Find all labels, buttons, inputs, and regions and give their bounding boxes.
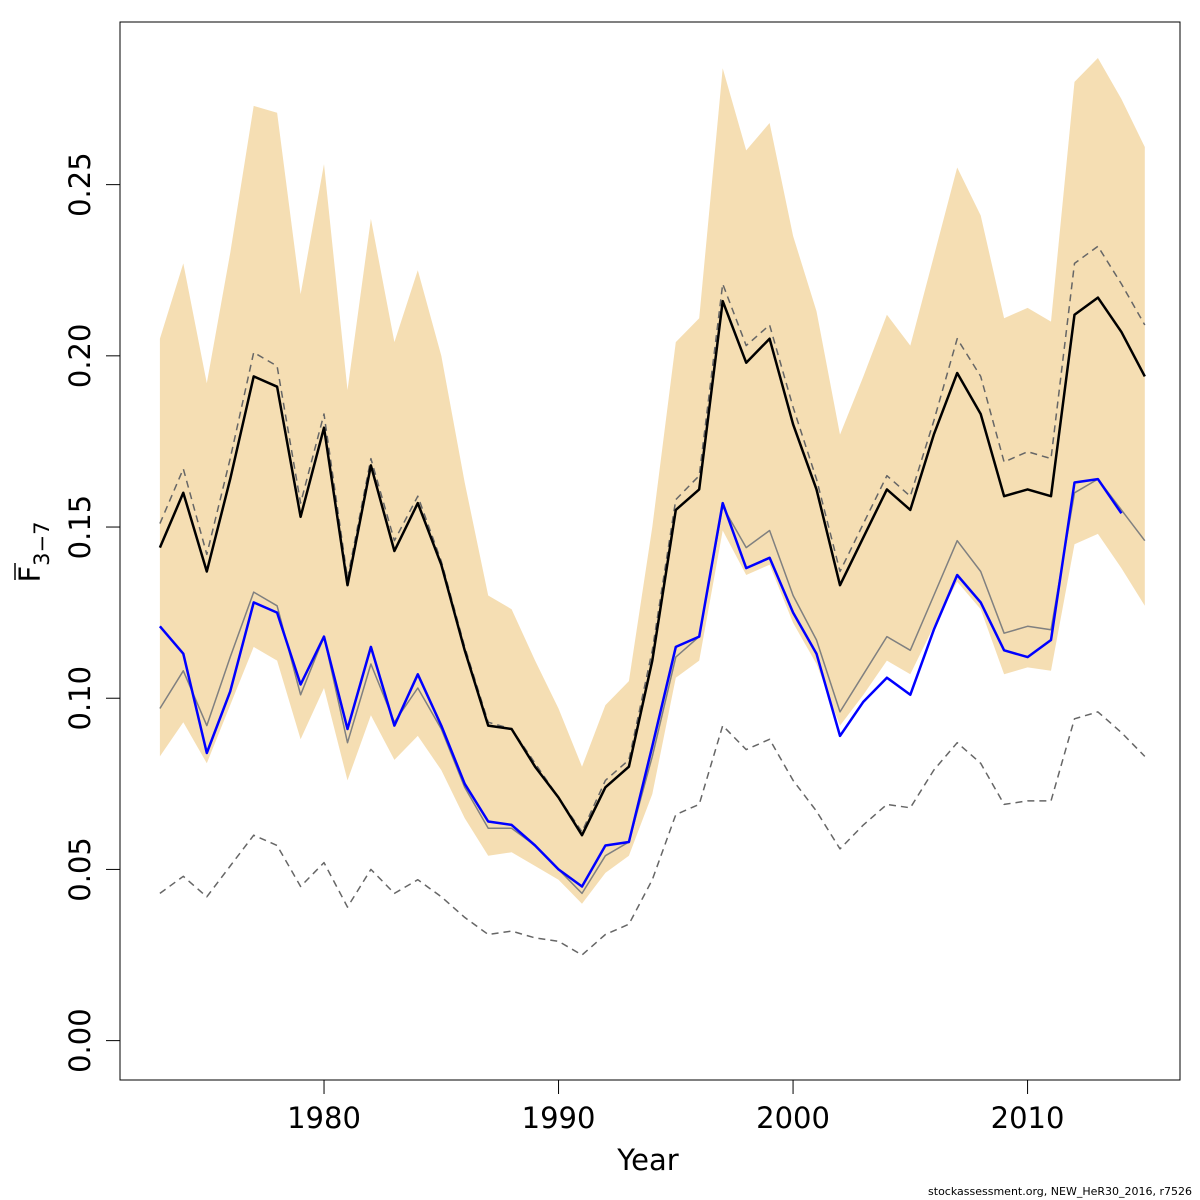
y-tick-label: 0.00 xyxy=(63,1008,97,1073)
y-tick-label: 0.25 xyxy=(63,152,97,217)
y-axis-title-sub: 3−7 xyxy=(30,521,54,565)
y-axis-title: F3−7 xyxy=(13,521,54,582)
y-tick-label: 0.10 xyxy=(63,666,97,731)
y-tick-label: 0.20 xyxy=(63,324,97,389)
x-tick-label: 1990 xyxy=(522,1101,596,1135)
confidence-band xyxy=(159,58,1145,904)
series-line-gray-dashed-lower xyxy=(159,711,1146,956)
series-line-gray-dashed-upper xyxy=(159,245,1146,833)
x-tick-label: 1980 xyxy=(287,1101,361,1135)
confidence-band-layer xyxy=(159,58,1145,904)
y-tick-label: 0.05 xyxy=(63,837,97,902)
y-tick-label: 0.15 xyxy=(63,495,97,560)
x-tick-label: 2010 xyxy=(991,1101,1065,1135)
y-axis: 0.00 0.05 0.10 0.15 0.20 0.25 xyxy=(63,152,121,1073)
x-axis: 1980 1990 2000 2010 xyxy=(287,1079,1065,1135)
x-axis-title: Year xyxy=(616,1143,678,1177)
series-line-blue-solid xyxy=(158,477,1123,888)
series-lines-layer xyxy=(158,245,1146,956)
footer-credit: stockassessment.org, NEW_HeR30_2016, r75… xyxy=(928,1185,1192,1198)
x-tick-label: 2000 xyxy=(756,1101,830,1135)
svg-text:F3−7: F3−7 xyxy=(13,521,54,582)
series-line-black-solid xyxy=(158,296,1146,837)
y-axis-title-main: F xyxy=(13,566,47,583)
